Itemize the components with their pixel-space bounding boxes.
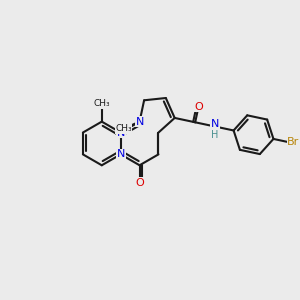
Text: N: N xyxy=(116,128,125,137)
Text: CH₃: CH₃ xyxy=(115,124,132,133)
Text: Br: Br xyxy=(287,137,300,147)
Text: O: O xyxy=(194,102,203,112)
Text: N: N xyxy=(211,119,219,129)
Text: O: O xyxy=(135,178,144,188)
Text: CH₃: CH₃ xyxy=(94,99,110,108)
Text: N: N xyxy=(116,149,125,159)
Text: H: H xyxy=(212,130,219,140)
Text: N: N xyxy=(135,117,144,127)
